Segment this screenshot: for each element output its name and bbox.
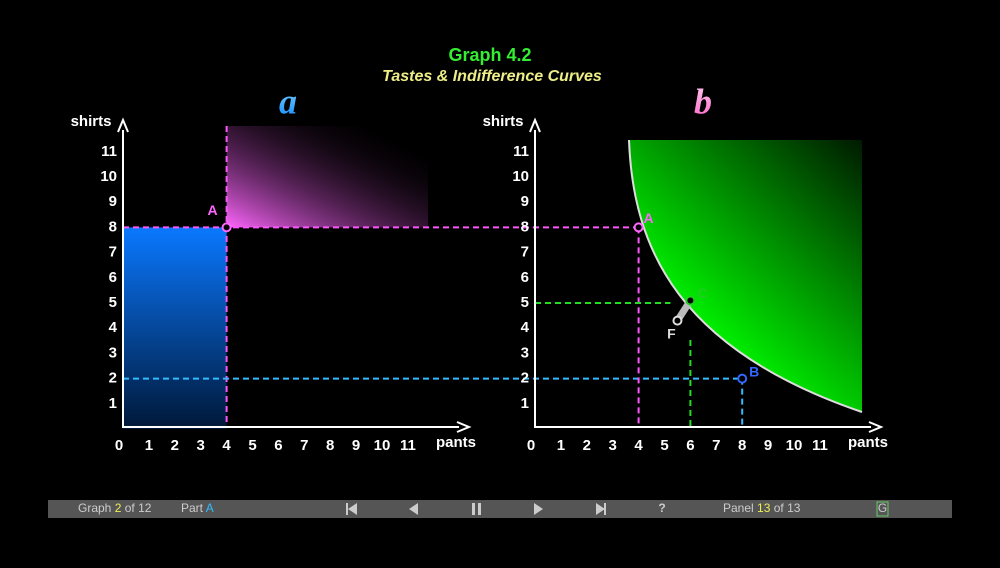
point-label: A — [644, 210, 654, 226]
y-tick-label: 3 — [109, 344, 117, 361]
axis-arrow — [529, 117, 884, 433]
x-tick-label: 2 — [583, 437, 591, 454]
y-tick-label: 2 — [109, 370, 117, 387]
panel-letter: a — [279, 81, 297, 121]
text: Graph — [78, 501, 111, 515]
y-tick-label: 9 — [521, 193, 529, 210]
x-tick-label: 5 — [248, 437, 256, 454]
x-tick-label: 1 — [557, 437, 565, 454]
y-axis-title: shirts — [71, 113, 112, 130]
text: Part — [181, 501, 204, 515]
y-tick-label: 10 — [100, 168, 117, 185]
y-tick-label: 7 — [521, 244, 529, 261]
y-tick-label: 11 — [513, 143, 529, 160]
text: of 13 — [774, 501, 801, 515]
text: 2 — [115, 501, 122, 515]
key-box[interactable] — [876, 501, 889, 517]
y-tick-label: 1 — [521, 395, 529, 412]
x-tick-label: 3 — [197, 437, 205, 454]
panel-letter: b — [694, 81, 712, 121]
axis-arrow — [117, 117, 472, 433]
y-tick-label: 8 — [521, 218, 529, 235]
x-tick-label: 6 — [686, 437, 694, 454]
x-tick-label: 10 — [786, 437, 803, 454]
x-tick-label: 11 — [400, 437, 416, 454]
first-button[interactable] — [346, 503, 357, 515]
y-tick-label: 6 — [109, 269, 117, 286]
y-tick-label: 1 — [109, 395, 117, 412]
y-tick-label: 3 — [521, 344, 529, 361]
point — [221, 222, 232, 233]
text: 13 — [757, 501, 771, 515]
text: A — [206, 501, 214, 515]
y-axis-title: shirts — [483, 113, 524, 130]
indifference-curve — [628, 139, 863, 413]
indifference-region — [629, 140, 862, 412]
x-axis-title: pants — [436, 434, 476, 451]
point-label: A — [208, 202, 218, 218]
point — [633, 222, 644, 233]
x-tick-label: 10 — [374, 437, 391, 454]
forward-button[interactable] — [534, 503, 543, 515]
controls — [346, 503, 606, 515]
x-tick-label: 0 — [115, 437, 123, 454]
y-tick-label: 10 — [512, 168, 529, 185]
graph-counter: Graph 2 of 12 — [78, 501, 152, 515]
y-tick-label: 8 — [109, 218, 117, 235]
x-tick-label: 4 — [634, 437, 643, 454]
y-tick-label: 11 — [101, 143, 117, 160]
better-region — [226, 126, 428, 228]
nav-background — [48, 500, 952, 518]
x-tick-label: 5 — [660, 437, 668, 454]
nav-bar: Graph 2 of 12 Part A ? Panel 13 of 13 G — [48, 500, 952, 518]
axes — [122, 130, 459, 428]
panel-counter: Panel 13 of 13 — [723, 501, 801, 515]
y-tick-label: 9 — [109, 193, 117, 210]
x-tick-label: 1 — [145, 437, 153, 454]
y-tick-label: 6 — [521, 269, 529, 286]
subtitle: Tastes & Indifference Curves — [382, 68, 602, 85]
x-tick-label: 6 — [274, 437, 282, 454]
x-axis-title: pants — [848, 434, 888, 451]
preferred-region — [123, 227, 227, 429]
x-tick-label: 8 — [738, 437, 746, 454]
axes — [534, 130, 871, 428]
point-label: F — [667, 325, 676, 341]
pause-button[interactable] — [472, 503, 481, 515]
text: Panel — [723, 501, 754, 515]
y-tick-label: 5 — [521, 294, 529, 311]
point-label: C — [697, 285, 707, 301]
part-indicator: Part A — [181, 501, 214, 515]
x-tick-label: 2 — [171, 437, 179, 454]
y-tick-label: 2 — [521, 370, 529, 387]
x-tick-label: 9 — [764, 437, 772, 454]
last-button[interactable] — [596, 503, 606, 515]
x-tick-label: 3 — [609, 437, 617, 454]
x-tick-label: 4 — [222, 437, 231, 454]
y-tick-label: 4 — [109, 319, 118, 336]
point — [672, 315, 683, 326]
x-tick-label: 7 — [712, 437, 720, 454]
text: of 12 — [125, 501, 152, 515]
point — [737, 373, 748, 384]
x-tick-label: 11 — [812, 437, 828, 454]
x-tick-label: 8 — [326, 437, 334, 454]
help-button[interactable]: ? — [658, 501, 665, 515]
title: Graph 4.2 — [448, 45, 531, 65]
x-tick-label: 7 — [300, 437, 308, 454]
back-button[interactable] — [409, 503, 418, 515]
point-label: B — [749, 363, 759, 379]
key-label[interactable]: G — [878, 501, 887, 515]
x-tick-label: 9 — [352, 437, 360, 454]
y-tick-label: 7 — [109, 244, 117, 261]
y-tick-label: 5 — [109, 294, 117, 311]
y-tick-label: 4 — [521, 319, 530, 336]
point — [685, 295, 696, 306]
x-tick-label: 0 — [527, 437, 535, 454]
